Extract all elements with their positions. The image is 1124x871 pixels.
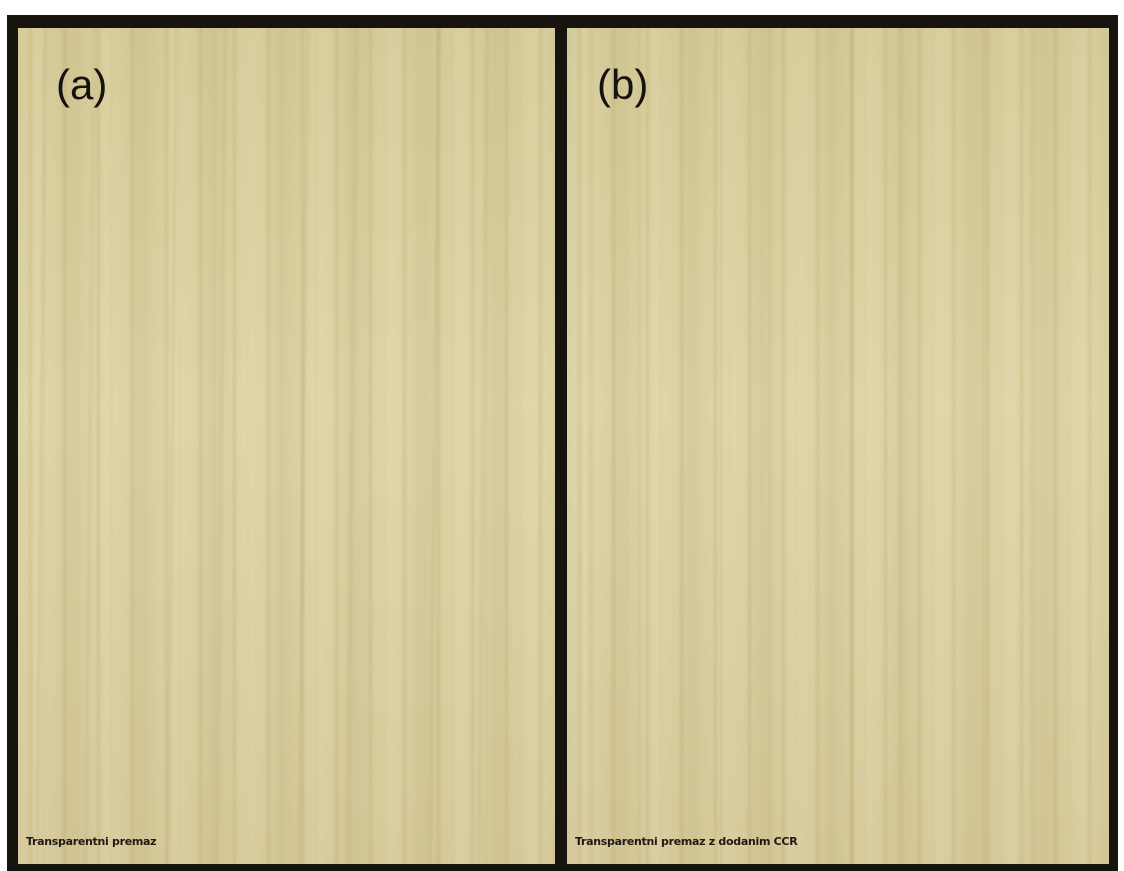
- panel-label-b: (b): [597, 61, 649, 108]
- wood-grain-texture: [18, 28, 555, 864]
- wood-panel-b: (b) Transparentni premaz z dodanim CCR: [567, 28, 1109, 864]
- panel-label-a: (a): [56, 61, 108, 108]
- wood-grain-texture: [567, 28, 1109, 864]
- figure-frame: (a) Transparentni premaz (b) Transparent…: [7, 15, 1118, 871]
- panel-caption-b: Transparentni premaz z dodanim CCR: [575, 835, 798, 848]
- wood-panel-a: (a) Transparentni premaz: [18, 28, 555, 864]
- panel-caption-a: Transparentni premaz: [26, 835, 157, 848]
